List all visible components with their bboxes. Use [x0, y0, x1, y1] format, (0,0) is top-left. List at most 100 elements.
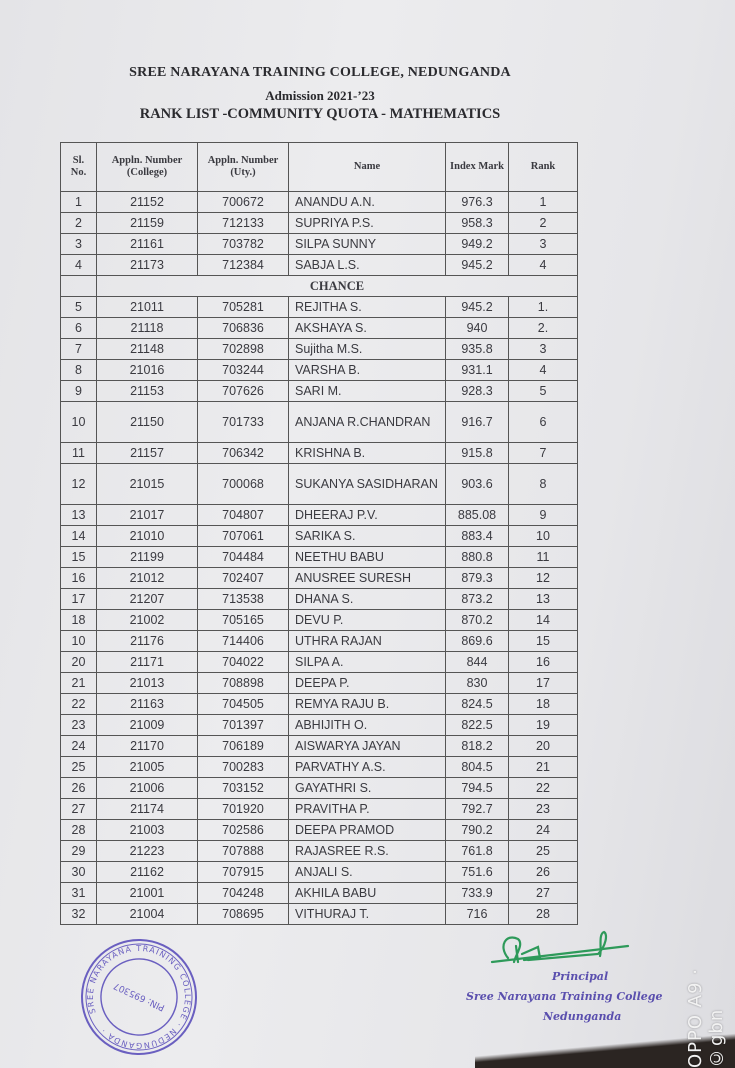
table-row: 10 21176 714406 UTHRA RAJAN 869.6 15	[60, 630, 578, 652]
rank-cell: 16	[508, 651, 578, 673]
index-mark-cell: 733.9	[445, 882, 509, 904]
table-row: 27 21174 701920 PRAVITHA P. 792.7 23	[60, 798, 578, 820]
appln-college-cell: 21015	[96, 463, 198, 505]
appln-uty-cell: 703782	[197, 233, 289, 255]
rank-cell: 1	[508, 191, 578, 213]
index-mark-cell: 761.8	[445, 840, 509, 862]
rank-cell: 11	[508, 546, 578, 568]
appln-college-cell: 21001	[96, 882, 198, 904]
name-cell: PARVATHY A.S.	[288, 756, 446, 778]
appln-college-cell: 21009	[96, 714, 198, 736]
appln-college-cell: 21207	[96, 588, 198, 610]
rank-cell: 15	[508, 630, 578, 652]
sl-no-cell: 15	[60, 546, 97, 568]
index-mark-cell: 818.2	[445, 735, 509, 757]
appln-uty-cell: 712384	[197, 254, 289, 276]
appln-college-cell: 21013	[96, 672, 198, 694]
table-row: 30 21162 707915 ANJALI S. 751.6 26	[60, 861, 578, 883]
table-row: 7 21148 702898 Sujitha M.S. 935.8 3	[60, 338, 578, 360]
table-row: 4 21173 712384 SABJA L.S. 945.2 4	[60, 254, 578, 276]
rank-cell: 9	[508, 504, 578, 526]
rank-cell: 7	[508, 442, 578, 464]
college-title: SREE NARAYANA TRAINING COLLEGE, NEDUNGAN…	[129, 65, 511, 80]
name-cell: SILPA SUNNY	[288, 233, 446, 255]
college-seal-stamp: SREE NARAYANA TRAINING COLLEGE · NEDUNGA…	[78, 936, 200, 1058]
appln-college-cell: 21005	[96, 756, 198, 778]
index-mark-cell: 879.3	[445, 567, 509, 589]
table-row: 29 21223 707888 RAJASREE R.S. 761.8 25	[60, 840, 578, 862]
rank-cell: 20	[508, 735, 578, 757]
rank-cell: 23	[508, 798, 578, 820]
rank-cell: 17	[508, 672, 578, 694]
appln-uty-cell: 714406	[197, 630, 289, 652]
appln-uty-cell: 703152	[197, 777, 289, 799]
table-header-row: Sl. No. Appln. Number (College) Appln. N…	[60, 142, 578, 192]
appln-college-cell: 21003	[96, 819, 198, 841]
appln-uty-cell: 704807	[197, 504, 289, 526]
appln-college-cell: 21002	[96, 609, 198, 631]
name-cell: AISWARYA JAYAN	[288, 735, 446, 757]
appln-college-cell: 21171	[96, 651, 198, 673]
name-cell: REJITHA S.	[288, 296, 446, 318]
appln-uty-cell: 704248	[197, 882, 289, 904]
rank-cell: 28	[508, 903, 578, 925]
table-row: 32 21004 708695 VITHURAJ T. 716 28	[60, 903, 578, 925]
rank-cell: 27	[508, 882, 578, 904]
sl-no-cell: 18	[60, 609, 97, 631]
index-mark-cell: 824.5	[445, 693, 509, 715]
svg-text:PIN: 695307: PIN: 695307	[112, 980, 166, 1012]
camera-watermark: OPPO A9 · ©gbn	[685, 968, 727, 1068]
sl-no-cell: 25	[60, 756, 97, 778]
appln-uty-cell: 712133	[197, 212, 289, 234]
index-mark-cell: 792.7	[445, 798, 509, 820]
appln-uty-cell: 702586	[197, 819, 289, 841]
index-mark-cell: 958.3	[445, 212, 509, 234]
rank-cell: 2	[508, 212, 578, 234]
index-mark-cell: 940	[445, 317, 509, 339]
name-cell: VITHURAJ T.	[288, 903, 446, 925]
index-mark-cell: 804.5	[445, 756, 509, 778]
sl-no-cell: 12	[60, 463, 97, 505]
index-mark-cell: 716	[445, 903, 509, 925]
sl-no-cell: 10	[60, 401, 97, 443]
sl-no-cell: 27	[60, 798, 97, 820]
table-row: 24 21170 706189 AISWARYA JAYAN 818.2 20	[60, 735, 578, 757]
rank-cell: 3	[508, 233, 578, 255]
col-sl-no: Sl. No.	[60, 142, 97, 192]
rank-cell: 5	[508, 380, 578, 402]
table-row: 8 21016 703244 VARSHA B. 931.1 4	[60, 359, 578, 381]
table-row: 11 21157 706342 KRISHNA B. 915.8 7	[60, 442, 578, 464]
sl-no-cell: 2	[60, 212, 97, 234]
sl-no-cell: 6	[60, 317, 97, 339]
appln-college-cell: 21012	[96, 567, 198, 589]
appln-uty-cell: 701733	[197, 401, 289, 443]
signature-title: Principal	[552, 970, 609, 983]
sl-no-cell: 28	[60, 819, 97, 841]
appln-uty-cell: 700283	[197, 756, 289, 778]
name-cell: SUPRIYA P.S.	[288, 212, 446, 234]
name-cell: VARSHA B.	[288, 359, 446, 381]
index-mark-cell: 885.08	[445, 504, 509, 526]
signature-place: Nedunganda	[543, 1010, 622, 1023]
appln-college-cell: 21153	[96, 380, 198, 402]
appln-college-cell: 21150	[96, 401, 198, 443]
table-row: 31 21001 704248 AKHILA BABU 733.9 27	[60, 882, 578, 904]
appln-college-cell: 21163	[96, 693, 198, 715]
table-row: 20 21171 704022 SILPA A. 844 16	[60, 651, 578, 673]
name-cell: DEEPA P.	[288, 672, 446, 694]
sl-no-cell: 22	[60, 693, 97, 715]
rank-cell: 6	[508, 401, 578, 443]
name-cell: GAYATHRI S.	[288, 777, 446, 799]
rank-cell: 4	[508, 359, 578, 381]
appln-college-cell: 21223	[96, 840, 198, 862]
appln-uty-cell: 707061	[197, 525, 289, 547]
name-cell: RAJASREE R.S.	[288, 840, 446, 862]
rank-cell: 3	[508, 338, 578, 360]
table-row: 9 21153 707626 SARI M. 928.3 5	[60, 380, 578, 402]
rank-cell: 24	[508, 819, 578, 841]
sl-no-cell: 16	[60, 567, 97, 589]
appln-college-cell: 21162	[96, 861, 198, 883]
name-cell: SUKANYA SASIDHARAN	[288, 463, 446, 505]
appln-uty-cell: 702898	[197, 338, 289, 360]
index-mark-cell: 945.2	[445, 254, 509, 276]
